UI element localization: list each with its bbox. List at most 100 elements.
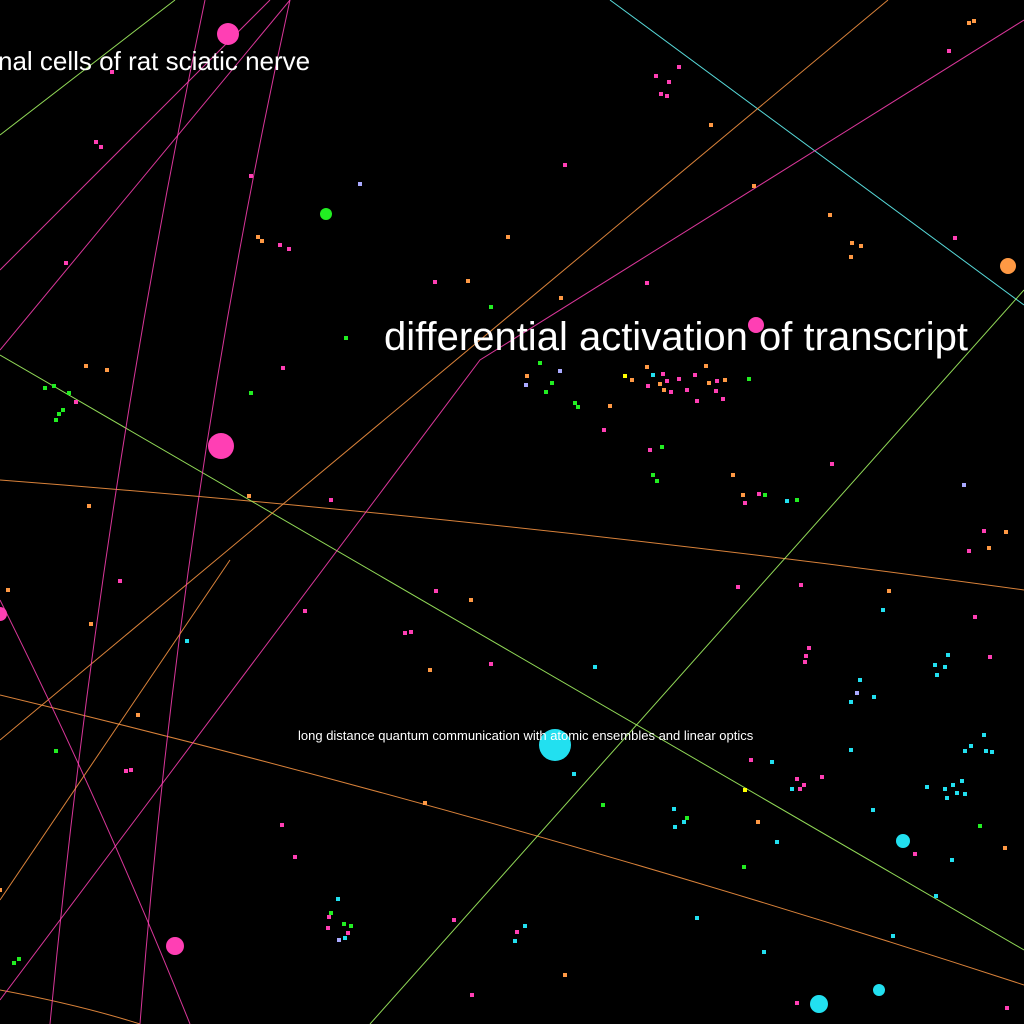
paper-node[interactable]: [54, 418, 58, 422]
paper-node[interactable]: [953, 236, 957, 240]
paper-node[interactable]: [763, 493, 767, 497]
paper-node[interactable]: [576, 405, 580, 409]
paper-node[interactable]: [337, 938, 341, 942]
paper-node[interactable]: [925, 785, 929, 789]
paper-node[interactable]: [795, 498, 799, 502]
paper-node[interactable]: [593, 665, 597, 669]
paper-node[interactable]: [452, 918, 456, 922]
paper-node[interactable]: [281, 366, 285, 370]
paper-node[interactable]: [74, 400, 78, 404]
paper-node[interactable]: [409, 630, 413, 634]
paper-node[interactable]: [358, 182, 362, 186]
paper-node[interactable]: [984, 749, 988, 753]
paper-node[interactable]: [208, 433, 234, 459]
paper-node[interactable]: [704, 364, 708, 368]
paper-node[interactable]: [403, 631, 407, 635]
paper-node[interactable]: [973, 615, 977, 619]
paper-node[interactable]: [673, 825, 677, 829]
paper-node[interactable]: [559, 296, 563, 300]
paper-node[interactable]: [790, 787, 794, 791]
paper-node[interactable]: [849, 700, 853, 704]
paper-node[interactable]: [748, 317, 764, 333]
paper-node[interactable]: [741, 493, 745, 497]
paper-node[interactable]: [608, 404, 612, 408]
paper-node[interactable]: [654, 74, 658, 78]
paper-node[interactable]: [346, 931, 350, 935]
paper-node[interactable]: [677, 377, 681, 381]
paper-node[interactable]: [951, 783, 955, 787]
paper-node[interactable]: [329, 498, 333, 502]
paper-node[interactable]: [1003, 846, 1007, 850]
paper-node[interactable]: [849, 748, 853, 752]
paper-node[interactable]: [489, 662, 493, 666]
paper-node[interactable]: [982, 529, 986, 533]
paper-node[interactable]: [43, 386, 47, 390]
paper-node[interactable]: [57, 412, 61, 416]
paper-node[interactable]: [136, 713, 140, 717]
paper-node[interactable]: [731, 473, 735, 477]
paper-node[interactable]: [0, 607, 7, 621]
paper-node[interactable]: [489, 305, 493, 309]
paper-node[interactable]: [623, 374, 627, 378]
paper-node[interactable]: [804, 654, 808, 658]
paper-node[interactable]: [525, 374, 529, 378]
paper-node[interactable]: [343, 936, 347, 940]
paper-node[interactable]: [256, 235, 260, 239]
paper-node[interactable]: [891, 934, 895, 938]
paper-node[interactable]: [344, 336, 348, 340]
paper-node[interactable]: [669, 390, 673, 394]
paper-node[interactable]: [278, 243, 282, 247]
paper-node[interactable]: [677, 65, 681, 69]
node-label-differential-activation[interactable]: differential activation of transcript: [384, 315, 968, 359]
paper-node[interactable]: [260, 239, 264, 243]
paper-node[interactable]: [682, 820, 686, 824]
paper-node[interactable]: [810, 995, 828, 1013]
paper-node[interactable]: [967, 21, 971, 25]
paper-node[interactable]: [785, 499, 789, 503]
paper-node[interactable]: [327, 915, 331, 919]
paper-node[interactable]: [770, 760, 774, 764]
paper-node[interactable]: [802, 783, 806, 787]
paper-node[interactable]: [795, 1001, 799, 1005]
paper-node[interactable]: [946, 653, 950, 657]
paper-node[interactable]: [247, 494, 251, 498]
paper-node[interactable]: [749, 758, 753, 762]
paper-node[interactable]: [978, 824, 982, 828]
paper-node[interactable]: [249, 391, 253, 395]
paper-node[interactable]: [775, 840, 779, 844]
paper-node[interactable]: [795, 777, 799, 781]
paper-node[interactable]: [105, 368, 109, 372]
paper-node[interactable]: [660, 445, 664, 449]
paper-node[interactable]: [12, 961, 16, 965]
paper-node[interactable]: [662, 388, 666, 392]
paper-node[interactable]: [803, 660, 807, 664]
paper-node[interactable]: [672, 807, 676, 811]
paper-node[interactable]: [659, 92, 663, 96]
paper-node[interactable]: [99, 145, 103, 149]
paper-node[interactable]: [602, 428, 606, 432]
paper-node[interactable]: [249, 174, 253, 178]
paper-node[interactable]: [513, 939, 517, 943]
paper-node[interactable]: [736, 585, 740, 589]
paper-node[interactable]: [798, 787, 802, 791]
paper-node[interactable]: [563, 163, 567, 167]
paper-node[interactable]: [523, 924, 527, 928]
paper-node[interactable]: [1000, 258, 1016, 274]
paper-node[interactable]: [967, 549, 971, 553]
paper-node[interactable]: [423, 801, 427, 805]
paper-node[interactable]: [695, 399, 699, 403]
paper-node[interactable]: [67, 391, 71, 395]
paper-node[interactable]: [166, 937, 184, 955]
paper-node[interactable]: [685, 816, 689, 820]
paper-node[interactable]: [651, 473, 655, 477]
paper-node[interactable]: [645, 281, 649, 285]
paper-node[interactable]: [470, 993, 474, 997]
paper-node[interactable]: [646, 384, 650, 388]
paper-node[interactable]: [326, 926, 330, 930]
paper-node[interactable]: [881, 608, 885, 612]
paper-node[interactable]: [469, 598, 473, 602]
paper-node[interactable]: [433, 280, 437, 284]
paper-node[interactable]: [962, 483, 966, 487]
paper-node[interactable]: [762, 950, 766, 954]
